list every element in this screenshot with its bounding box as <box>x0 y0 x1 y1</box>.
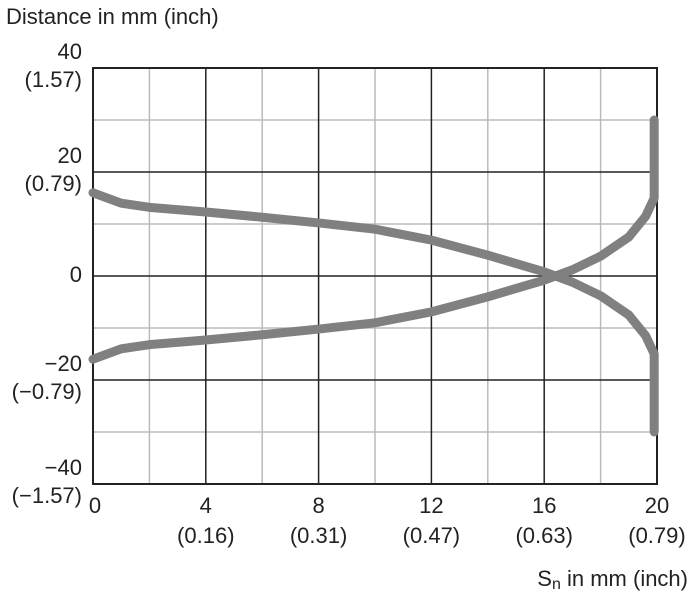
x-tick-sublabel: (0.31) <box>290 523 347 548</box>
x-tick-sublabel: (0.16) <box>177 523 234 548</box>
plot-frame <box>92 67 658 485</box>
y-tick-sublabel: (−0.79) <box>12 379 82 404</box>
x-tick-label: 16 <box>532 493 556 518</box>
x-tick-label: 20 <box>645 493 669 518</box>
x-tick-label: 8 <box>312 493 324 518</box>
x-axis-unit: in mm (inch) <box>561 566 688 591</box>
x-tick-label: 12 <box>419 493 443 518</box>
y-tick-label: −40 <box>45 455 82 480</box>
y-axis-title: Distance in mm (inch) <box>6 4 219 29</box>
x-tick-label: 0 <box>89 493 101 518</box>
curve <box>88 188 659 437</box>
y-tick-label: 0 <box>70 262 82 287</box>
x-axis-title: Sn in mm (inch) <box>537 566 688 593</box>
curve <box>88 115 659 364</box>
x-tick-sublabel: (0.63) <box>515 523 572 548</box>
y-tick-sublabel: (1.57) <box>25 67 82 92</box>
y-tick-label: 20 <box>58 143 82 168</box>
x-tick-sublabel: (0.79) <box>628 523 685 548</box>
x-axis-symbol: S <box>537 566 552 591</box>
y-tick-label: 40 <box>58 39 82 64</box>
y-tick-sublabel: (0.79) <box>25 171 82 196</box>
y-tick-sublabel: (−1.57) <box>12 483 82 508</box>
y-tick-label: −20 <box>45 351 82 376</box>
x-axis-subscript: n <box>552 576 561 593</box>
x-tick-label: 4 <box>200 493 212 518</box>
x-tick-sublabel: (0.47) <box>403 523 460 548</box>
